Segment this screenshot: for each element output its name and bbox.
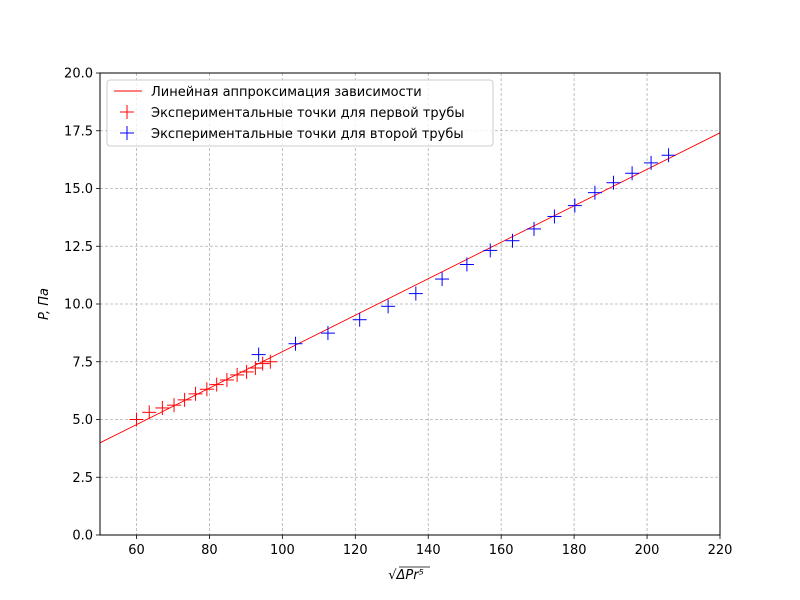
y-tick-label: 2.5 [72,471,93,486]
x-axis-label: √ΔPr⁵ [388,568,424,583]
x-tick-label: 80 [201,543,218,558]
data-points [129,148,676,427]
first-pipe-point [239,364,254,379]
legend-box [106,79,494,147]
first-pipe-point [129,412,144,427]
x-tick-label: 120 [343,543,368,558]
second-pipe-point [661,148,676,163]
second-pipe-point [459,257,474,272]
y-tick-label: 15.0 [64,182,93,197]
x-axis-label-group: √ΔPr⁵ [388,566,430,583]
first-pipe-point [209,377,224,392]
fit-line [99,132,721,444]
second-pipe-point [547,209,562,224]
y-axis-label: P, Па [37,288,52,320]
grid [100,73,720,535]
y-tick-label: 17.5 [64,124,93,139]
x-tick-label: 60 [128,543,145,558]
second-pipe-point [567,198,582,213]
y-tick-label: 0.0 [72,529,93,544]
second-pipe-point [606,175,621,190]
x-tick-label: 200 [635,543,660,558]
x-tick-label: 160 [489,543,514,558]
axis-ticks: 60 80 100 120 140 160 180 200 220 0.0 2.5 5.0 7.5 10.… [64,67,732,559]
legend-second-pipe-swatch [120,126,134,140]
first-pipe-point [230,367,245,382]
y-tick-label: 5.0 [72,413,93,428]
legend-label-second-pipe: Экспериментальные точки для второй трубы [151,127,464,142]
first-pipe-point [255,356,270,371]
y-tick-label: 7.5 [72,355,93,370]
first-pipe-point [177,392,192,407]
x-tick-label: 220 [708,543,733,558]
y-tick-label: 10.0 [64,298,93,313]
second-pipe-point [435,272,450,287]
first-pipe-point [155,400,170,415]
second-pipe-point [505,233,520,248]
legend: Линейная аппроксимация зависимости Экспе… [106,79,494,147]
fit-line-layer [99,132,721,444]
legend-label-first-pipe: Экспериментальные точки для первой трубы [151,106,465,121]
second-pipe-point [483,243,498,258]
x-tick-label: 180 [562,543,587,558]
second-pipe-point [527,221,541,236]
first-pipe-point [248,360,263,375]
legend-first-pipe-swatch [120,105,134,119]
first-pipe-point [142,405,157,420]
x-tick-label: 140 [416,543,441,558]
second-pipe-point [625,166,640,181]
x-tick-label: 100 [270,543,295,558]
second-pipe-point [288,336,303,351]
second-pipe-point [251,347,266,362]
first-pipe-point [199,382,214,397]
second-pipe-point [381,299,396,314]
y-tick-label: 20.0 [64,67,93,82]
first-pipe-point [263,354,278,369]
first-pipe-point [188,386,203,401]
second-pipe-point [644,155,659,170]
first-pipe-point [219,372,234,387]
second-pipe-point [587,185,602,200]
second-pipe-point [352,312,367,327]
second-pipe-point [408,286,423,301]
first-pipe-point [167,398,182,413]
y-tick-label: 12.5 [64,240,93,255]
second-pipe-point [320,326,335,341]
legend-label-fit-line: Линейная аппроксимация зависимости [151,85,422,100]
